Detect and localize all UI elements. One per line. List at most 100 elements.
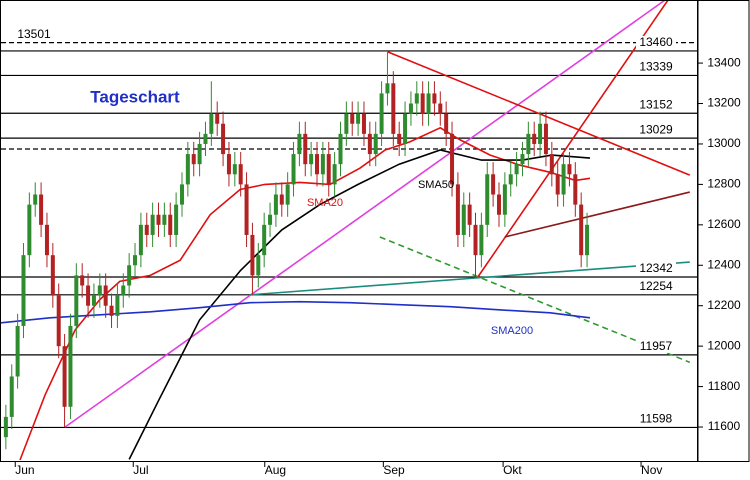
- level-label: 13029: [639, 122, 673, 136]
- x-tick-label: Okt: [503, 463, 522, 477]
- y-tick-label: 12000: [707, 338, 741, 352]
- sma-label: SMA200: [491, 325, 533, 337]
- level-label-bg: [636, 35, 676, 49]
- candle-body: [309, 154, 314, 165]
- y-tick-label: 11800: [708, 379, 741, 393]
- level-label: 13339: [639, 60, 673, 74]
- level-label-bg: [14, 27, 54, 41]
- x-tick-label: Sep: [383, 463, 405, 477]
- candle-body: [432, 93, 437, 104]
- candle-body: [44, 224, 49, 256]
- level-label: 11598: [640, 412, 673, 426]
- sma-line: [1, 300, 591, 324]
- x-tick-label: Jun: [15, 463, 34, 477]
- candle-body: [549, 154, 554, 175]
- x-tick-label: Aug: [265, 463, 286, 477]
- candle-body: [461, 204, 466, 235]
- candle-body: [426, 93, 431, 114]
- trendline: [504, 191, 690, 238]
- level-label-bg: [636, 261, 676, 275]
- candle-body: [350, 113, 355, 124]
- candle-body: [156, 214, 161, 225]
- plot-frame: [0, 0, 698, 462]
- y-tick-label: 12800: [707, 177, 741, 191]
- candle-body: [491, 174, 496, 195]
- candle-body: [103, 285, 108, 306]
- candle-body: [508, 174, 513, 185]
- candle-body: [209, 113, 214, 134]
- candle-body: [185, 154, 190, 185]
- x-tick-label: Jul: [133, 463, 148, 477]
- candle-body: [520, 154, 525, 165]
- candle-body: [279, 194, 284, 205]
- candle-body: [174, 204, 179, 235]
- candle-body: [338, 133, 343, 165]
- level-label-bg: [636, 412, 676, 426]
- y-tick-label: 11600: [708, 419, 741, 433]
- y-tick-label: 12600: [707, 217, 741, 231]
- candle-body: [414, 93, 419, 104]
- candle-body: [262, 224, 267, 256]
- candle-body: [162, 214, 167, 225]
- candle-body: [179, 184, 184, 205]
- candle-body: [356, 113, 361, 124]
- y-tick-label: 13200: [707, 96, 741, 110]
- candle-body: [33, 194, 38, 205]
- candle-body: [450, 133, 455, 185]
- candle-body: [526, 133, 531, 155]
- level-label-bg: [636, 279, 676, 293]
- candle-body: [232, 164, 237, 175]
- candle-body: [467, 204, 472, 225]
- candle-body: [15, 325, 20, 377]
- candle-body: [168, 214, 173, 235]
- level-label: 12342: [639, 261, 673, 275]
- candle-body: [379, 93, 384, 134]
- level-label-bg: [636, 339, 676, 353]
- candle-body: [250, 234, 255, 276]
- level-label-bg: [636, 60, 676, 74]
- candle-body: [332, 164, 337, 185]
- y-tick-label: 12400: [707, 257, 741, 271]
- candle-body: [479, 224, 484, 256]
- candle-body: [21, 255, 26, 326]
- candle-body: [9, 376, 14, 417]
- candle-body: [80, 275, 85, 286]
- candle-body: [326, 154, 331, 185]
- candle-body: [133, 255, 138, 266]
- candle-body: [191, 154, 196, 165]
- plot-area: [1, 1, 697, 461]
- level-label: 13152: [639, 97, 673, 111]
- candle-body: [532, 133, 537, 144]
- candle-body: [567, 164, 572, 175]
- candle-body: [215, 113, 220, 124]
- candle-body: [385, 83, 390, 94]
- candle-body: [291, 154, 296, 185]
- level-label-bg: [636, 98, 676, 112]
- candle-body: [408, 103, 413, 114]
- candle-body: [496, 194, 501, 215]
- candle-body: [344, 113, 349, 134]
- candle-body: [397, 133, 402, 144]
- candle-body: [438, 103, 443, 114]
- candle-body: [361, 113, 366, 134]
- trendline: [379, 236, 691, 364]
- candle-body: [127, 265, 132, 286]
- level-label: 11957: [640, 339, 673, 353]
- candle-body: [39, 194, 44, 225]
- candle-body: [3, 416, 8, 438]
- candle-body: [514, 164, 519, 175]
- trendline: [250, 261, 690, 296]
- candle-body: [502, 184, 507, 215]
- sma-label: SMA20: [307, 197, 343, 209]
- candle-body: [74, 275, 79, 326]
- y-tick-label: 13000: [707, 136, 741, 150]
- candle-body: [555, 174, 560, 195]
- candle-body: [91, 295, 96, 306]
- candle-body: [561, 164, 566, 195]
- candle-body: [138, 224, 143, 256]
- candle-body: [303, 133, 308, 165]
- candle-body: [86, 285, 91, 306]
- candle-body: [256, 255, 261, 276]
- candle-body: [373, 133, 378, 155]
